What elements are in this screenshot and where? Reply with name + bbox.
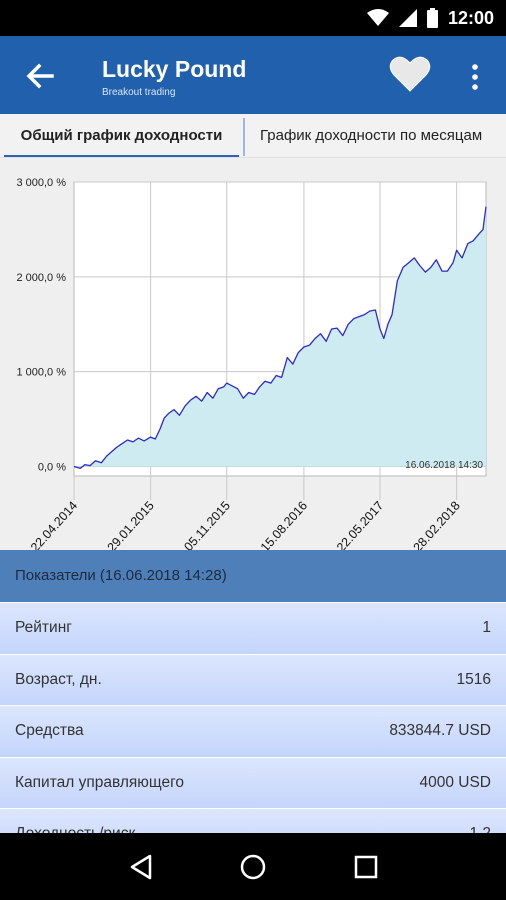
stats-row-value: 1: [482, 619, 491, 637]
system-nav-bar: [0, 833, 506, 900]
profit-chart-svg: 0,0 % 1 000,0 % 2 000,0 % 3 000,0 % 22.04.20…: [16, 177, 487, 550]
stats-row-value: 1516: [456, 670, 491, 688]
page-title: Lucky Pound: [102, 56, 247, 82]
x-tick-label: 28.02.2018: [411, 499, 463, 550]
back-triangle-icon[interactable]: [126, 851, 158, 883]
stats-header: Показатели (16.06.2018 14:28): [0, 550, 506, 602]
wifi-icon: [366, 9, 389, 26]
status-time: 12:00: [447, 7, 494, 28]
y-tick-label: 3 000,0 %: [16, 177, 66, 189]
x-tick-label: 22.04.2014: [28, 499, 80, 550]
profit-chart: 0,0 % 1 000,0 % 2 000,0 % 3 000,0 % 22.04.20…: [0, 158, 506, 550]
stats-row-label: Рейтинг: [15, 619, 72, 637]
y-tick-label: 2 000,0 %: [16, 272, 66, 284]
tab-overall-chart-label: Общий график доходности: [20, 127, 223, 144]
stats-row: Возраст, дн. 1516: [0, 653, 506, 705]
stats-row: Доходность/риск 1.2: [0, 808, 506, 833]
y-tick-label: 0,0 %: [38, 462, 66, 474]
app-bar: Lucky Pound Breakout trading: [0, 36, 506, 114]
tab-selected-indicator: [4, 155, 239, 157]
stats-row-label: Возраст, дн.: [15, 670, 102, 688]
back-arrow-icon[interactable]: [22, 58, 58, 94]
heart-favorite-icon[interactable]: [389, 55, 431, 93]
tab-monthly-chart-label: График доходности по месяцам: [260, 127, 483, 144]
tab-bar: Общий график доходности График доходност…: [0, 114, 506, 158]
x-tick-label: 22.05.2017: [334, 499, 386, 550]
x-tick-label: 05.11.2015: [181, 499, 233, 550]
stats-row-value: 4000 USD: [419, 773, 491, 791]
status-icons: 12:00: [366, 6, 494, 30]
chart-timestamp: 16.06.2018 14:30: [405, 460, 483, 471]
stats-table: Показатели (16.06.2018 14:28) Рейтинг 1 Во…: [0, 550, 506, 833]
x-tick-label: 15.08.2016: [258, 499, 310, 550]
cellular-signal-icon: [398, 9, 417, 27]
stats-row-value: 833844.7 USD: [389, 722, 491, 740]
series-area: [74, 206, 486, 469]
y-tick-label: 1 000,0 %: [16, 367, 66, 379]
tab-overall-chart[interactable]: Общий график доходности: [0, 114, 243, 157]
stats-row: Средства 833844.7 USD: [0, 705, 506, 757]
recents-square-icon[interactable]: [350, 851, 382, 883]
more-vert-icon[interactable]: [462, 62, 488, 92]
x-tick-label: 29.01.2015: [105, 499, 157, 550]
stats-rows: Рейтинг 1 Возраст, дн. 1516 Средства 833844.7…: [0, 602, 506, 833]
page-subtitle: Breakout trading: [102, 87, 176, 98]
stats-row-label: Средства: [15, 722, 84, 740]
battery-icon: [426, 8, 438, 28]
tab-monthly-chart[interactable]: График доходности по месяцам: [260, 114, 483, 157]
stats-row-value: 1.2: [469, 825, 491, 833]
status-bar: 12:00: [0, 0, 506, 36]
stats-row: Рейтинг 1: [0, 602, 506, 654]
stats-row-label: Капитал управляющего: [15, 773, 185, 791]
home-circle-icon[interactable]: [237, 851, 269, 883]
series-line: [73, 206, 487, 470]
tab-separator: [243, 118, 245, 156]
stats-row: Капитал управляющего 4000 USD: [0, 756, 506, 808]
stats-row-label: Доходность/риск: [15, 825, 135, 833]
